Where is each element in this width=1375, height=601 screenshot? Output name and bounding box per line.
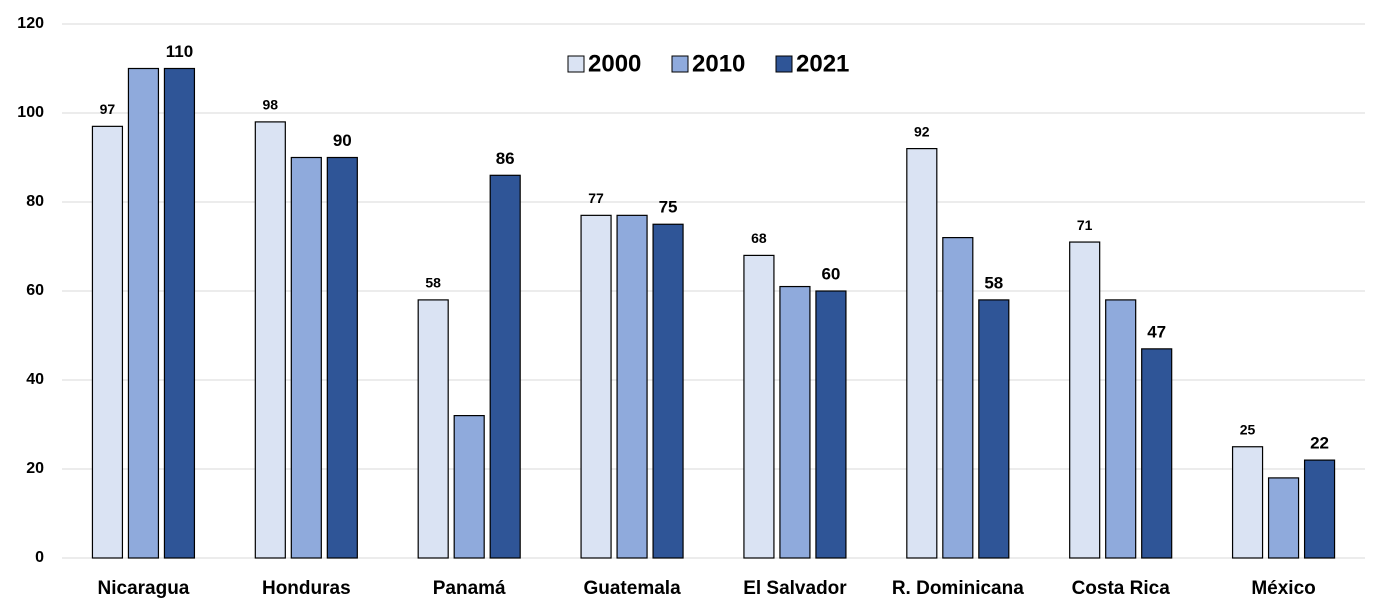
bar [1105, 299, 1137, 559]
data-label: 47 [1147, 322, 1166, 341]
data-label: 97 [100, 101, 116, 117]
legend-swatch [671, 55, 689, 73]
x-tick-label: Nicaragua [98, 578, 190, 599]
x-tick-label: Honduras [262, 578, 351, 599]
y-tick-label: 120 [17, 15, 44, 32]
data-label: 58 [425, 275, 441, 291]
legend-label: 2000 [588, 50, 641, 77]
bar [743, 254, 775, 559]
bar [127, 67, 160, 559]
data-label: 58 [984, 273, 1003, 292]
bar [616, 214, 648, 559]
bar [978, 299, 1010, 559]
bar [163, 67, 196, 559]
data-label: 60 [821, 264, 840, 283]
y-tick-label: 80 [26, 193, 44, 210]
bar [489, 174, 521, 559]
legend-label: 2010 [692, 50, 745, 77]
bar [326, 156, 358, 559]
y-tick-label: 40 [26, 371, 44, 388]
bar [652, 223, 684, 559]
bar [906, 148, 938, 559]
x-tick-label: México [1251, 578, 1315, 599]
legend-swatch [775, 55, 793, 73]
bar [1303, 459, 1336, 559]
bar [942, 237, 974, 559]
y-tick-label: 20 [26, 460, 44, 477]
bar [1069, 241, 1101, 559]
data-label: 75 [659, 198, 678, 217]
data-label: 25 [1240, 421, 1256, 437]
bar [580, 214, 612, 559]
legend-label: 2021 [796, 50, 849, 77]
bar [1141, 348, 1173, 559]
bar [1267, 477, 1300, 559]
x-tick-label: El Salvador [743, 578, 847, 599]
data-label: 90 [333, 131, 352, 150]
legend-swatch [567, 55, 585, 73]
data-label: 71 [1077, 217, 1093, 233]
bar [779, 285, 811, 559]
bar [815, 290, 847, 559]
bar [1231, 446, 1264, 559]
data-label: 110 [166, 42, 193, 61]
x-tick-label: Guatemala [583, 578, 681, 599]
bar [290, 156, 322, 559]
data-label: 86 [496, 149, 515, 168]
bar [453, 415, 485, 559]
data-label: 22 [1310, 434, 1329, 453]
y-tick-label: 0 [35, 549, 44, 566]
bar [91, 125, 124, 559]
data-label: 98 [263, 97, 279, 113]
bar [254, 121, 286, 559]
bar [417, 299, 449, 559]
x-tick-label: R. Dominicana [892, 578, 1024, 599]
data-label: 68 [751, 230, 767, 246]
y-tick-label: 100 [17, 104, 44, 121]
y-tick-label: 60 [26, 282, 44, 299]
data-label: 92 [914, 123, 930, 139]
x-tick-label: Costa Rica [1072, 578, 1171, 599]
x-tick-label: Panamá [433, 578, 506, 599]
data-label: 77 [588, 190, 604, 206]
